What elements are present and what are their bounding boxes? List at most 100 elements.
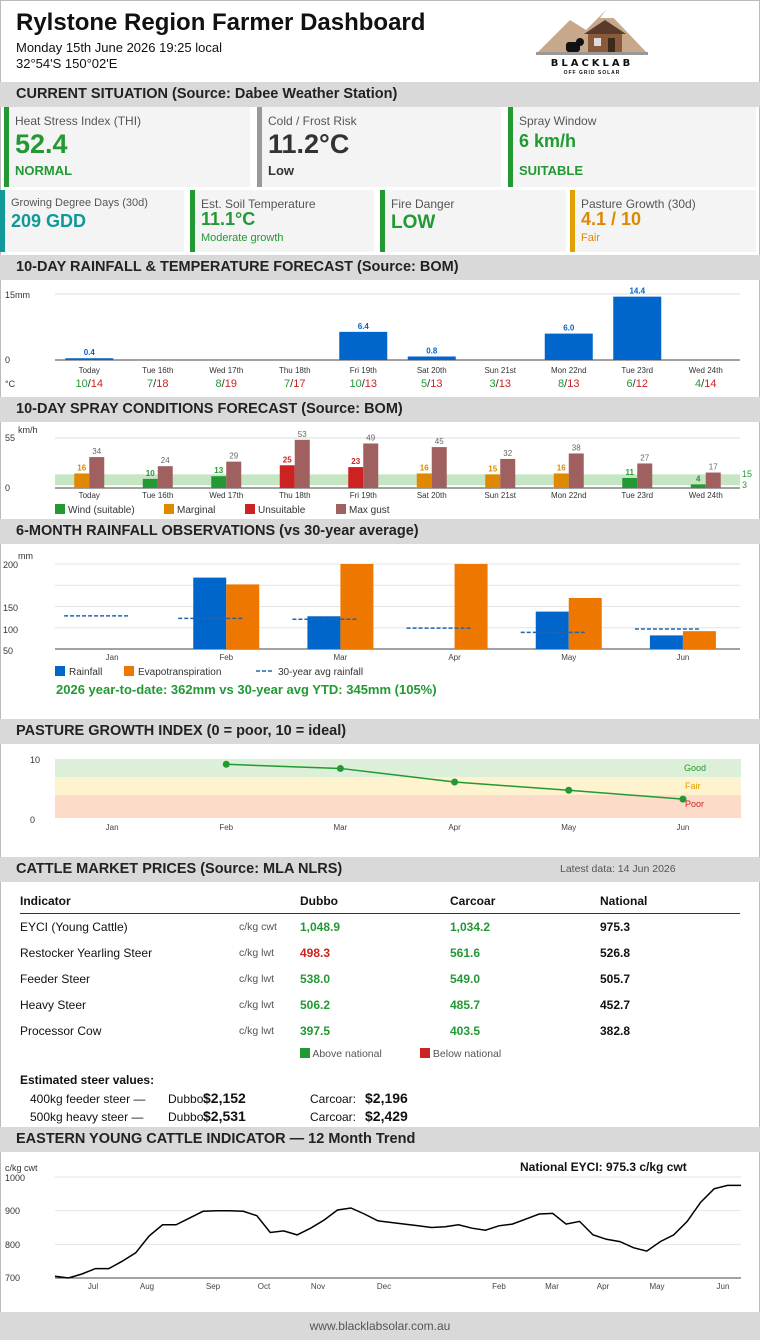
latest-data-date: Latest data: 14 Jun 2026 xyxy=(560,863,676,875)
wind-value-label: 16 xyxy=(557,463,566,472)
table-header-row: Indicator Dubbo Carcoar National xyxy=(20,888,740,914)
gust-value-label: 32 xyxy=(503,449,512,458)
indicator-unit: c/kg lwt xyxy=(239,973,275,985)
rain-value-label: 6.0 xyxy=(563,324,575,333)
day-label: Today xyxy=(79,491,100,500)
y-axis-zero-label: 0 xyxy=(5,355,10,365)
gust-bar xyxy=(363,443,379,488)
cattle-heading-text: CATTLE MARKET PRICES (Source: MLA NLRS) xyxy=(16,861,343,877)
gust-value-label: 24 xyxy=(161,456,170,465)
month-label: Feb xyxy=(219,823,233,832)
gust-value-label: 38 xyxy=(572,443,581,452)
temp-label: 7/18 xyxy=(147,378,168,390)
steer-values-title: Estimated steer values: xyxy=(20,1073,155,1087)
evap-bar xyxy=(454,564,488,649)
y-tick: 150 xyxy=(3,603,18,613)
day-label: Tue 23rd xyxy=(621,366,653,375)
gust-bar xyxy=(705,472,721,488)
legend-above-label: Above national xyxy=(312,1048,382,1060)
temp-label: 5/13 xyxy=(421,378,442,390)
temp-unit-label: °C xyxy=(5,379,16,389)
dubbo-label: Dubbo: xyxy=(168,1110,207,1124)
card-value: 6 km/h xyxy=(519,131,577,151)
band-fair-label: Fair xyxy=(685,781,701,791)
card-fire-danger: Fire Danger LOW xyxy=(380,190,566,252)
indicator-unit: c/kg cwt xyxy=(239,921,277,933)
day-label: Tue 23rd xyxy=(621,491,653,500)
y-tick: 900 xyxy=(5,1206,20,1216)
card-heat-stress: Heat Stress Index (THI) 52.4 NORMAL xyxy=(4,107,250,187)
y-axis-zero: 0 xyxy=(5,483,10,493)
table-row: Heavy Steer c/kg lwt 506.2 485.7 452.7 xyxy=(20,992,740,1018)
card-soil-temperature: Est. Soil Temperature 11.1°C Moderate gr… xyxy=(190,190,374,252)
card-growing-degree-days: Growing Degree Days (30d) 209 GDD xyxy=(0,190,184,252)
card-pasture-growth: Pasture Growth (30d) 4.1 / 10 Fair xyxy=(570,190,756,252)
cattle-heading: CATTLE MARKET PRICES (Source: MLA NLRS) … xyxy=(0,857,760,882)
wind-value-label: 11 xyxy=(626,468,635,477)
eyci-heading: EASTERN YOUNG CATTLE INDICATOR — 12 Mont… xyxy=(0,1127,760,1152)
dubbo-price: 538.0 xyxy=(300,972,331,986)
gust-value-label: 49 xyxy=(366,433,375,442)
min-temp: 8 xyxy=(558,378,564,390)
evap-bar xyxy=(568,598,602,649)
day-label: Fri 19th xyxy=(350,491,377,500)
max-temp: 18 xyxy=(156,378,168,390)
wind-bar xyxy=(416,473,432,488)
wind-value-label: 4 xyxy=(696,474,701,483)
month-label: Nov xyxy=(311,1282,325,1291)
wind-value-label: 16 xyxy=(77,463,86,472)
carcoar-price: 1,034.2 xyxy=(450,920,491,934)
temp-label: 10/14 xyxy=(75,378,103,390)
carcoar-price: 485.7 xyxy=(450,998,481,1012)
max-temp: 19 xyxy=(225,378,237,390)
month-label: Aug xyxy=(140,1282,154,1291)
day-label: Tue 16th xyxy=(142,366,173,375)
national-price: 452.7 xyxy=(600,998,631,1012)
max-temp: 12 xyxy=(636,378,648,390)
day-label: Sun 21st xyxy=(484,491,516,500)
page-title: Rylstone Region Farmer Dashboard xyxy=(16,9,426,36)
card-status: SUITABLE xyxy=(519,163,584,178)
rain-value-label: 6.4 xyxy=(358,322,370,331)
legend-label: Rainfall xyxy=(69,667,102,678)
min-temp: 4 xyxy=(695,378,701,390)
pasture-point xyxy=(336,764,344,772)
min-temp: 7 xyxy=(284,378,290,390)
wind-value-label: 23 xyxy=(351,457,360,466)
national-price: 505.7 xyxy=(600,972,631,986)
gust-bar xyxy=(431,447,447,488)
rainfall-bar xyxy=(649,635,683,649)
indicator-name: Processor Cow xyxy=(20,1024,102,1038)
header: Rylstone Region Farmer Dashboard Monday … xyxy=(0,0,760,80)
month-label: Jul xyxy=(88,1282,98,1291)
carcoar-price: 561.6 xyxy=(450,946,481,960)
card-value: 11.1°C xyxy=(201,209,256,229)
col-header-dubbo: Dubbo xyxy=(300,894,338,908)
legend-label: Marginal xyxy=(177,505,215,516)
day-label: Sat 20th xyxy=(417,366,447,375)
footer-url[interactable]: www.blacklabsolar.com.au xyxy=(0,1312,760,1340)
month-label: Oct xyxy=(258,1282,271,1291)
dubbo-steer-value: $2,152 xyxy=(203,1090,246,1106)
dubbo-price: 1,048.9 xyxy=(300,920,341,934)
datetime: Monday 15th June 2026 19:25 local xyxy=(16,40,222,55)
indicator-name: EYCI (Young Cattle) xyxy=(20,920,128,934)
suitable-band xyxy=(55,474,740,486)
rain-bar xyxy=(339,331,388,360)
month-label: Jun xyxy=(717,1282,730,1291)
card-status: Moderate growth xyxy=(201,232,284,244)
gust-value-label: 17 xyxy=(709,463,718,472)
rain-bar xyxy=(65,358,114,360)
legend-label: Evapotranspiration xyxy=(138,667,221,678)
day-label: Thu 18th xyxy=(279,366,311,375)
card-value: 209 GDD xyxy=(11,211,87,231)
min-temp: 3 xyxy=(490,378,496,390)
card-label: Fire Danger xyxy=(391,197,455,211)
indicator-unit: c/kg lwt xyxy=(239,999,275,1011)
eyci-line xyxy=(54,1184,741,1279)
day-label: Wed 17th xyxy=(209,366,243,375)
day-label: Tue 16th xyxy=(142,491,173,500)
gust-value-label: 45 xyxy=(435,437,444,446)
month-label: Apr xyxy=(597,1282,610,1291)
day-label: Fri 19th xyxy=(350,366,377,375)
